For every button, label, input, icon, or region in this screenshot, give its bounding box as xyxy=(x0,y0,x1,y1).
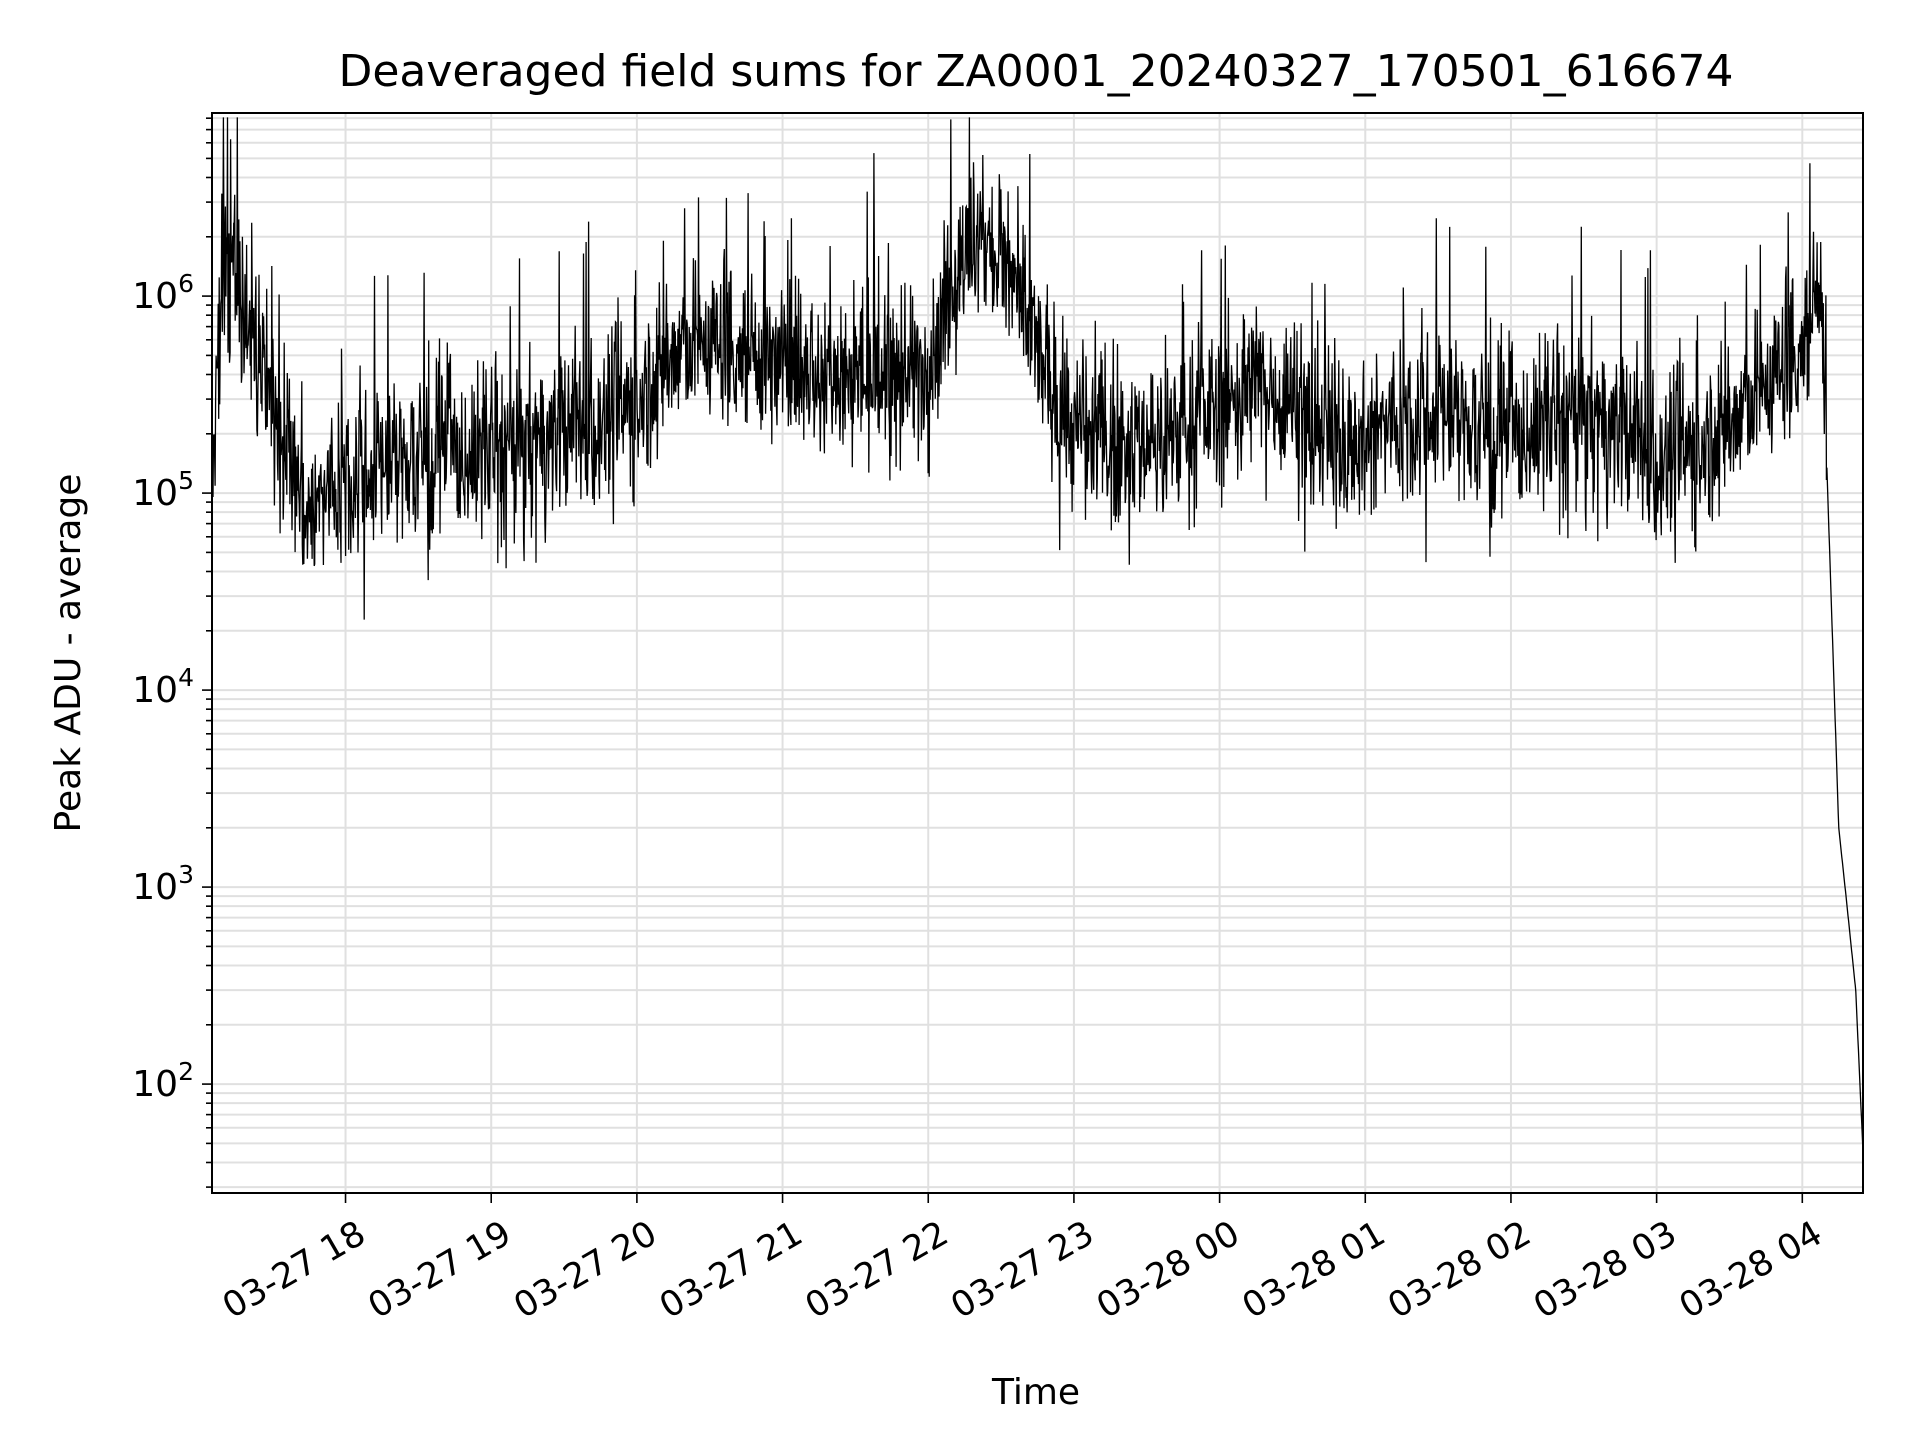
y-tick-label-exponent: 3 xyxy=(178,860,194,889)
y-tick-label-base: 10 xyxy=(132,276,178,317)
plot-area-frame xyxy=(211,112,1864,1194)
y-tick-label: 105 xyxy=(132,466,194,514)
y-tick-label-base: 10 xyxy=(132,1064,178,1105)
series-line xyxy=(211,117,1864,1153)
y-axis-label: Peak ADU - average xyxy=(48,474,89,833)
y-tick-label-base: 10 xyxy=(132,670,178,711)
y-tick-label-base: 10 xyxy=(132,867,178,908)
data-layer xyxy=(211,117,1864,1153)
y-tick-label: 106 xyxy=(132,269,194,317)
y-tick-label-exponent: 6 xyxy=(178,269,194,298)
chart-title: Deaveraged field sums for ZA0001_2024032… xyxy=(338,46,1733,97)
y-tick-label: 103 xyxy=(132,860,194,908)
y-tick-label-exponent: 2 xyxy=(178,1057,194,1086)
y-tick-label-base: 10 xyxy=(132,473,178,514)
x-axis-label: Time xyxy=(991,1372,1080,1413)
y-tick-label-exponent: 5 xyxy=(178,466,194,495)
y-tick-label-exponent: 4 xyxy=(178,663,194,692)
y-tick-label: 104 xyxy=(132,663,194,711)
y-tick-label: 102 xyxy=(132,1057,194,1105)
